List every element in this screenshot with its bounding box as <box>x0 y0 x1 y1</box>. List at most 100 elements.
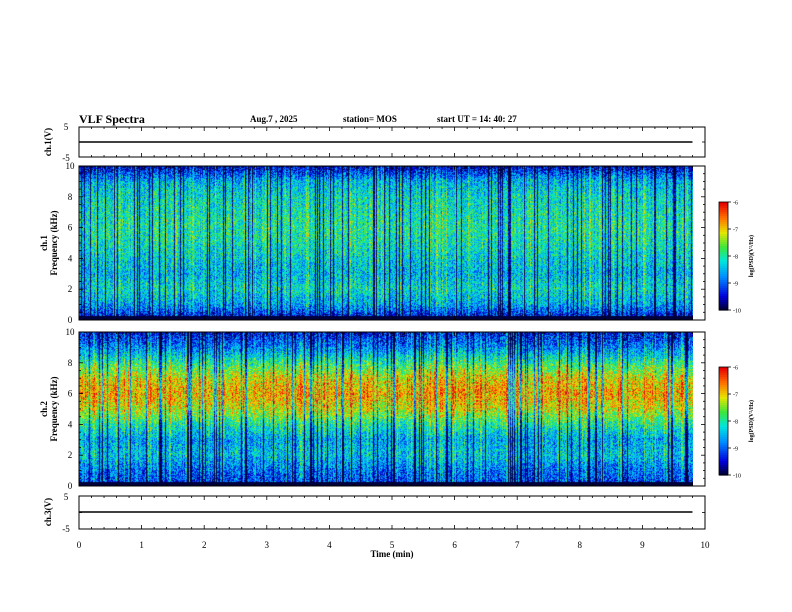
colorbar-tick-label: -10 <box>733 474 741 480</box>
colorbar-segment <box>719 413 728 416</box>
colorbar-segment <box>719 278 728 281</box>
colorbar-segment <box>719 371 728 374</box>
ch2-spectrogram-channel-label: ch.2 <box>39 401 49 417</box>
colorbar-segment <box>719 290 728 293</box>
colorbar-segment <box>719 415 728 418</box>
ch1-waveform-ylabel: ch.1(V) <box>43 128 53 156</box>
time-tick-label: 10 <box>701 540 711 550</box>
time-tick-label: 1 <box>139 540 144 550</box>
colorbar-segment <box>719 407 728 410</box>
colorbar-segment <box>719 276 728 279</box>
colorbar-segment <box>719 224 728 227</box>
colorbar-segment <box>719 288 728 291</box>
colorbar-segment <box>719 395 728 398</box>
colorbar-segment <box>719 399 728 402</box>
colorbar-segment <box>719 473 728 476</box>
colorbar-segment <box>719 375 728 378</box>
colorbar-label: log(PSD)(V²/Hz) <box>748 400 755 442</box>
ch1-axis-ticks <box>78 126 706 158</box>
colorbar-segment <box>719 379 728 382</box>
colorbar-segment <box>719 212 728 215</box>
colorbar-segment <box>719 244 728 247</box>
colorbar-segment <box>719 445 728 448</box>
time-tick-label: 5 <box>390 540 395 550</box>
colorbar-segment <box>719 226 728 229</box>
start-time-label: start UT = 14: 40: 27 <box>437 114 517 124</box>
colorbar-segment <box>719 284 728 287</box>
colorbar-segment <box>719 465 728 468</box>
colorbar-segment <box>719 403 728 406</box>
colorbar-segment <box>719 457 728 460</box>
colorbar-segment <box>719 216 728 219</box>
colorbar-segment <box>719 419 728 422</box>
colorbar-segment <box>719 220 728 223</box>
colorbar-segment <box>719 389 728 392</box>
colorbar-segment <box>719 282 728 285</box>
colorbar-segment <box>719 232 728 235</box>
colorbar-segment <box>719 266 728 269</box>
ch3-ytick-top: 5 <box>64 492 69 502</box>
ch1-colorbar: -6 -7 -8 -9 -10 log(PSD)(V²/Hz) <box>718 201 755 315</box>
ch3-axis-ticks <box>78 495 706 530</box>
colorbar-segment <box>719 302 728 305</box>
ch2-spectrogram-panel: 0 2 4 6 8 10 ch.2 Frequency (kHz) <box>39 327 706 491</box>
colorbar-segment <box>719 397 728 400</box>
colorbar-segment <box>719 439 728 442</box>
spec2-ytick-label: 2 <box>68 450 73 460</box>
colorbar-segment <box>719 298 728 301</box>
colorbar-segment <box>719 306 728 309</box>
colorbar-segment <box>719 242 728 245</box>
colorbar-segment <box>719 423 728 426</box>
colorbar-tick-label: -6 <box>733 366 738 372</box>
chart-title: VLF Spectra <box>79 112 145 126</box>
ch1-spectrogram-axis: 0 2 4 6 8 10 <box>66 161 706 325</box>
colorbar-tick-label: -8 <box>733 255 738 261</box>
colorbar-segment <box>719 234 728 237</box>
colorbar-segment <box>719 369 728 372</box>
colorbar-segment <box>719 425 728 428</box>
colorbar-segment <box>719 463 728 466</box>
colorbar-segment <box>719 441 728 444</box>
colorbar-segment <box>719 409 728 412</box>
colorbar-segment <box>719 393 728 396</box>
station-label: station= MOS <box>343 114 397 124</box>
colorbar-segment <box>719 292 728 295</box>
colorbar-segment <box>719 459 728 462</box>
colorbar-segment <box>719 401 728 404</box>
ch3-waveform-ylabel: ch.3(V) <box>43 498 53 526</box>
ch1-ytick-top: 5 <box>64 122 69 132</box>
colorbar-segment <box>719 427 728 430</box>
colorbar-segment <box>719 373 728 376</box>
spec1-ytick-label: 2 <box>68 284 73 294</box>
time-axis: 0 1 2 3 4 5 6 7 8 9 10 <box>77 540 710 550</box>
colorbar-label: log(PSD)(V²/Hz) <box>748 235 755 277</box>
colorbar-segment <box>719 435 728 438</box>
colorbar-segment <box>719 437 728 440</box>
colorbar-segment <box>719 214 728 217</box>
time-tick-label: 6 <box>452 540 457 550</box>
colorbar-segment <box>719 294 728 297</box>
colorbar-segment <box>719 254 728 257</box>
colorbar-segment <box>719 218 728 221</box>
ch1-spectrogram-ylabel: Frequency (kHz) <box>49 210 59 275</box>
ch1-waveform-panel: 5 -5 ch.1(V) <box>43 122 706 163</box>
colorbar-segment <box>719 246 728 249</box>
colorbar-segment <box>719 240 728 243</box>
time-axis-label: Time (min) <box>370 549 413 559</box>
time-tick-label: 2 <box>202 540 207 550</box>
colorbar-segment <box>719 206 728 209</box>
colorbar-segment <box>719 262 728 265</box>
colorbar-segment <box>719 455 728 458</box>
spec2-ytick-label: 6 <box>68 389 73 399</box>
colorbar-segment <box>719 258 728 261</box>
colorbar-segment <box>719 252 728 255</box>
colorbar-segment <box>719 228 728 231</box>
colorbar-segment <box>719 417 728 420</box>
colorbar-tick-label: -6 <box>733 201 738 207</box>
colorbar-segment <box>719 202 728 205</box>
colorbar-segment <box>719 256 728 259</box>
ch1-spectrogram-image <box>79 166 693 320</box>
spec2-ytick-label: 0 <box>68 481 73 491</box>
colorbar-segment <box>719 431 728 434</box>
time-tick-label: 7 <box>515 540 520 550</box>
